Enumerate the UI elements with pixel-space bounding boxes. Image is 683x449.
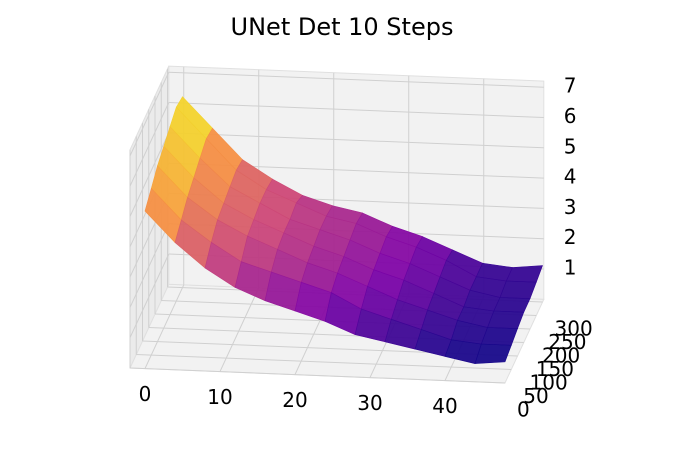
x-tick-label: 40 bbox=[432, 394, 457, 418]
grid-line bbox=[168, 71, 544, 88]
grid-line bbox=[136, 354, 512, 370]
y-tick-label: 300 bbox=[555, 317, 593, 341]
surface-patch bbox=[499, 280, 537, 300]
y-tick-label: 150 bbox=[536, 357, 574, 381]
z-tick-label: 3 bbox=[564, 195, 577, 219]
x-tick-label: 20 bbox=[282, 388, 307, 412]
y-tick-label: 50 bbox=[523, 384, 548, 408]
surface-patch bbox=[474, 343, 512, 364]
grid-line bbox=[129, 253, 170, 338]
surface-patch bbox=[480, 327, 518, 346]
y-tick-label: 0 bbox=[517, 398, 530, 422]
z-tick-label: 5 bbox=[564, 134, 577, 158]
z-tick-label: 6 bbox=[564, 104, 577, 128]
y-tick-label: 250 bbox=[548, 330, 586, 354]
grid-line bbox=[129, 223, 170, 308]
grid-line bbox=[168, 132, 544, 149]
z-tick-label: 4 bbox=[564, 165, 577, 189]
x-tick-label: 0 bbox=[139, 382, 152, 406]
grid-line bbox=[168, 102, 544, 118]
grid-line bbox=[129, 367, 506, 384]
z-tick-label: 7 bbox=[564, 74, 577, 98]
y-tick-label: 200 bbox=[542, 344, 580, 368]
z-tick-label: 1 bbox=[564, 256, 577, 280]
grid-line bbox=[129, 102, 170, 187]
grid-line bbox=[129, 71, 170, 157]
y-tick-label: 100 bbox=[530, 371, 568, 395]
grid-line bbox=[129, 132, 170, 217]
x-tick-label: 30 bbox=[357, 391, 382, 415]
x-tick-label: 10 bbox=[207, 385, 232, 409]
z-tick-label: 2 bbox=[564, 225, 577, 249]
chart-title: UNet Det 10 Steps bbox=[231, 13, 454, 41]
surface-patch bbox=[487, 310, 525, 330]
surface-patch bbox=[493, 297, 531, 313]
